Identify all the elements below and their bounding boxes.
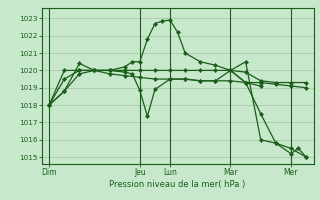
X-axis label: Pression niveau de la mer( hPa ): Pression niveau de la mer( hPa ) [109, 180, 246, 189]
